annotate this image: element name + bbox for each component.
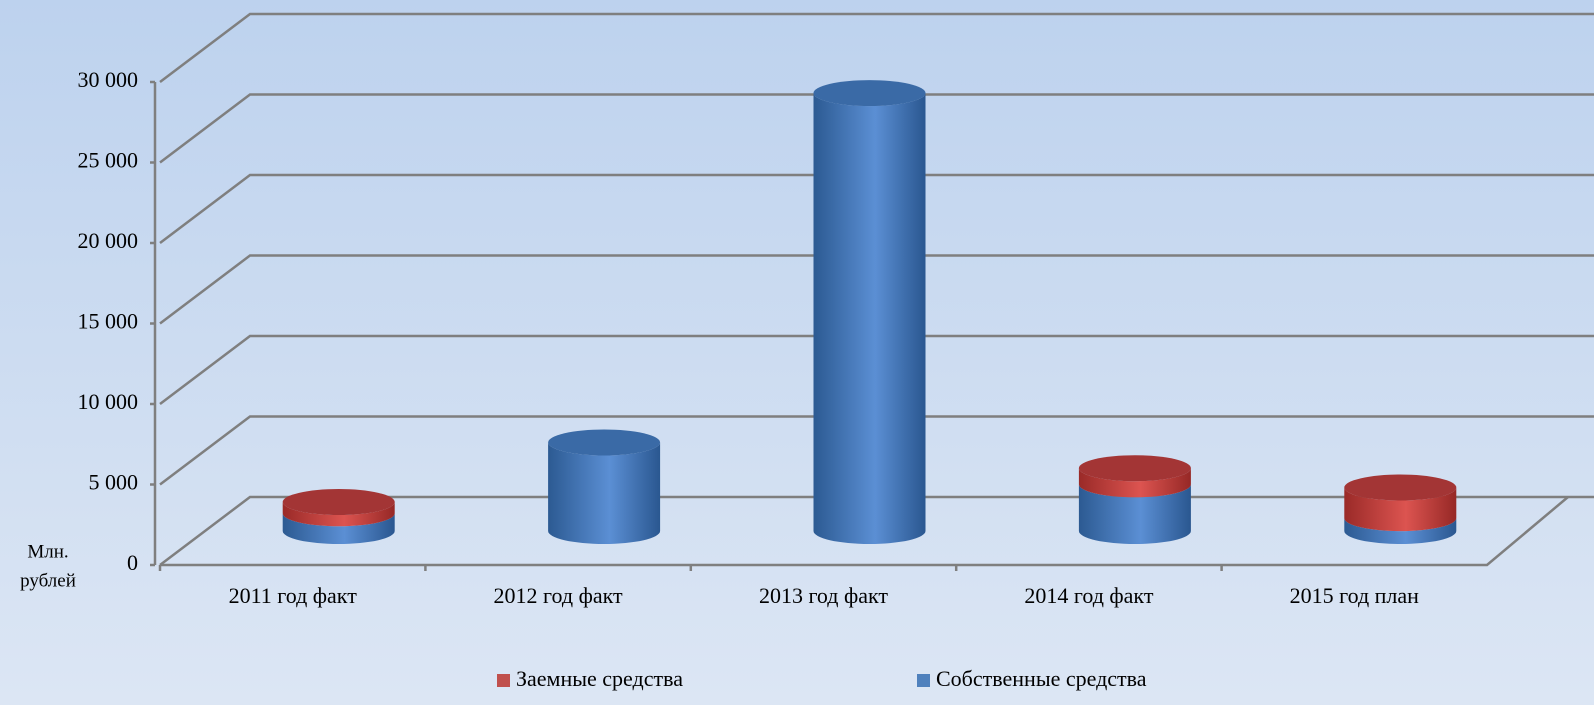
legend-swatch: [497, 674, 510, 687]
cylinder-segment: [548, 442, 661, 545]
cylinder-cap: [1344, 474, 1457, 501]
cylinder-cap: [1078, 455, 1191, 482]
floor-edge: [160, 496, 1569, 567]
y-tick-label: 0: [127, 550, 138, 575]
y-tick-label: 30 000: [78, 67, 139, 92]
cylinder-cap: [282, 489, 395, 516]
cylinder-cap: [813, 80, 926, 107]
y-axis-label: Млн.: [27, 541, 68, 562]
y-tick-label: 15 000: [78, 309, 139, 334]
x-tick-label: 2014 год факт: [1024, 583, 1153, 608]
cylinder-segment: [1344, 518, 1457, 545]
x-tick-label: 2012 год факт: [494, 583, 623, 608]
cylinder-segment: [282, 513, 395, 545]
legend-label: Собственные средства: [936, 666, 1147, 691]
y-tick-label: 10 000: [78, 389, 139, 414]
cylinder-segment: [1078, 468, 1191, 498]
cylinder-segment: [1078, 484, 1191, 545]
legend-label: Заемные средства: [516, 666, 683, 691]
cylinder-segment: [282, 502, 395, 527]
y-tick-label: 25 000: [78, 148, 139, 173]
x-tick-label: 2011 год факт: [229, 583, 358, 608]
grid-line: [159, 12, 1594, 83]
y-tick-label: 20 000: [78, 228, 139, 253]
grid-line: [159, 93, 1594, 164]
cylinder-segment: [813, 93, 926, 545]
y-tick-label: 5 000: [89, 470, 139, 495]
plot: 0 5 000 10 000 15 000 20 000 25 000 30 000 Млн.…: [20, 12, 1594, 691]
grid-line: [159, 173, 1594, 244]
cylinder-segment: [1344, 487, 1457, 532]
cylinder-cap: [548, 429, 661, 456]
x-tick-label: 2015 год план: [1290, 583, 1420, 608]
grid-line: [159, 254, 1594, 325]
x-tick-label: 2013 год факт: [759, 583, 888, 608]
legend-swatch: [917, 674, 930, 687]
grid-line: [159, 334, 1594, 405]
grid-line: [159, 415, 1594, 486]
y-axis-label: рублей: [20, 570, 76, 591]
